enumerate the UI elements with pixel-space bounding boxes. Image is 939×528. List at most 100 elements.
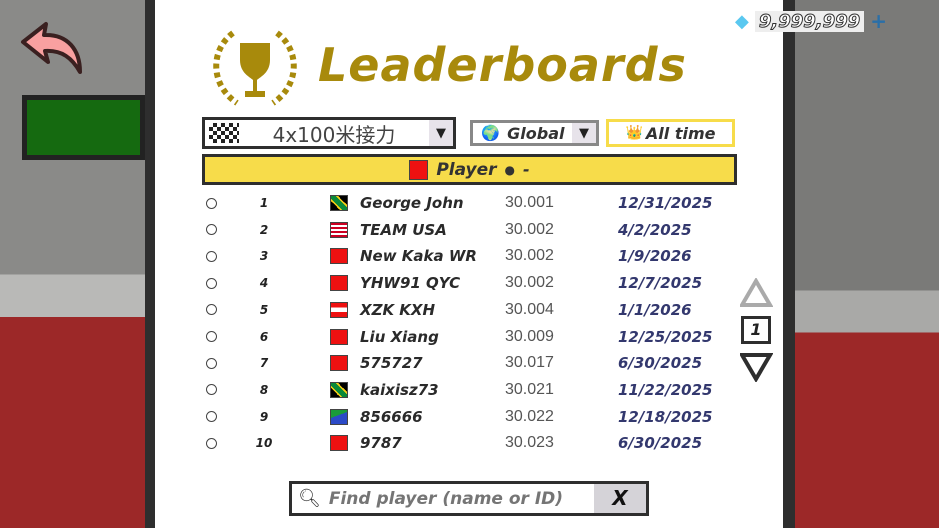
row-time: 30.002 (505, 274, 554, 292)
player-name: Player (436, 159, 497, 180)
row-date: 6/30/2025 (618, 354, 703, 373)
triangle-up-icon (738, 277, 774, 307)
page-down-button[interactable] (738, 352, 774, 383)
leaderboard-row[interactable]: 5 XZK KXH 30.004 1/1/2026 (200, 297, 740, 323)
trophy-laurel-icon (205, 25, 305, 110)
row-rank: 2 (259, 222, 269, 237)
flag-jm-icon (330, 195, 348, 211)
row-time: 30.023 (505, 434, 554, 452)
row-time: 30.009 (505, 327, 554, 345)
row-rank: 1 (259, 196, 269, 210)
row-name: 575727 (360, 354, 423, 373)
row-name: XZK KXH (360, 300, 436, 319)
row-name: 856666 (360, 407, 423, 426)
search-input[interactable] (328, 488, 594, 509)
row-date: 4/2/2025 (618, 220, 692, 239)
row-rank: 7 (259, 356, 269, 371)
row-radio[interactable] (206, 411, 217, 423)
row-name: George John (360, 194, 464, 212)
flag-us-icon (330, 221, 348, 238)
back-arrow-icon (21, 22, 82, 74)
chevron-down-icon: ▼ (572, 123, 596, 143)
flag-cn-icon (330, 355, 348, 372)
row-date: 12/7/2025 (618, 274, 703, 293)
leaderboard-row[interactable]: 4 YHW91 QYC 30.002 12/7/2025 (200, 270, 740, 296)
region-selected: Global (507, 123, 565, 143)
row-rank: 9 (259, 409, 269, 424)
row-rank: 6 (259, 329, 269, 344)
currency-amount: 9,999,999 (754, 10, 865, 32)
triangle-down-icon (738, 353, 774, 383)
row-rank: 5 (259, 302, 269, 317)
row-radio[interactable] (206, 277, 217, 289)
row-date: 6/30/2025 (618, 434, 703, 453)
leaderboard-row[interactable]: 3 New Kaka WR 30.002 1/9/2026 (200, 243, 740, 269)
row-date: 11/22/2025 (618, 380, 713, 399)
row-radio[interactable] (206, 197, 217, 209)
row-date: 12/25/2025 (618, 327, 713, 346)
globe-icon: 🌍 (481, 124, 500, 142)
row-time: 30.022 (505, 407, 554, 425)
search-icon: 🔍︎ (298, 488, 321, 509)
row-time: 30.021 (505, 380, 554, 398)
leaderboard-row[interactable]: 10 9787 30.023 6/30/2025 (200, 430, 740, 456)
row-radio[interactable] (206, 331, 217, 342)
page-up-button[interactable] (738, 277, 774, 308)
search-bar[interactable]: 🔍︎ X (289, 481, 649, 516)
leaderboard-row[interactable]: 7 575727 30.017 6/30/2025 (200, 350, 740, 376)
row-time: 30.004 (505, 300, 554, 318)
row-rank: 3 (259, 249, 269, 264)
player-flag-cn (409, 159, 429, 180)
row-radio[interactable] (206, 384, 217, 396)
leaderboard-row[interactable]: 2 TEAM USA 30.002 4/2/2025 (200, 217, 740, 243)
row-radio[interactable] (206, 304, 217, 316)
flag-er-icon (330, 408, 348, 425)
row-radio[interactable] (206, 437, 217, 449)
period-selected: All time (645, 123, 716, 143)
player-rank-bar[interactable]: Player ● - (202, 154, 737, 185)
row-rank: 4 (259, 276, 269, 291)
row-date: 1/9/2026 (618, 247, 692, 266)
leaderboard-row[interactable]: 8 kaixisz73 30.021 11/22/2025 (200, 377, 740, 403)
row-name: New Kaka WR (360, 247, 477, 266)
leaderboard-row[interactable]: 9 856666 30.022 12/18/2025 (200, 404, 740, 430)
back-button[interactable] (18, 20, 86, 75)
leaderboard-panel (155, 0, 783, 528)
period-button[interactable]: 👑 All time (606, 119, 735, 147)
flag-cn-icon (330, 328, 348, 345)
leaderboard-row[interactable]: 6 Liu Xiang 30.009 12/25/2025 (200, 324, 740, 350)
player-separator: ● (504, 162, 516, 177)
event-dropdown[interactable]: 4x100米接力 ▼ (202, 117, 456, 149)
clear-search-button[interactable]: X (594, 484, 646, 513)
chevron-down-icon: ▼ (429, 120, 453, 146)
row-rank: 8 (259, 382, 269, 397)
leaderboard-row[interactable]: 1 George John 30.001 12/31/2025 (200, 190, 740, 216)
flag-cn-icon (330, 275, 348, 292)
row-date: 12/18/2025 (618, 407, 713, 426)
row-time: 30.001 (505, 194, 554, 211)
diamond-icon: ◆ (735, 10, 749, 32)
row-name: 9787 (360, 434, 402, 453)
game-scene-right (795, 0, 939, 528)
region-dropdown[interactable]: 🌍 Global ▼ (470, 120, 599, 146)
row-radio[interactable] (206, 357, 217, 369)
row-date: 1/1/2026 (618, 300, 692, 319)
crown-icon: 👑 (625, 125, 643, 141)
row-name: YHW91 QYC (360, 274, 461, 293)
panel-border-right (783, 0, 795, 528)
row-name: Liu Xiang (360, 327, 439, 346)
page-number: 1 (741, 316, 771, 344)
panel-border-left (145, 0, 155, 528)
currency-display: ◆ 9,999,999 + (735, 7, 915, 35)
flag-jm-icon (330, 381, 348, 398)
flag-cn-icon (330, 435, 348, 452)
event-selected: 4x100米接力 (272, 122, 396, 147)
row-radio[interactable] (206, 250, 217, 262)
row-radio[interactable] (206, 224, 217, 236)
row-name: kaixisz73 (360, 380, 439, 399)
row-date: 12/31/2025 (618, 194, 713, 212)
flag-cn-icon (330, 248, 348, 265)
page-title: Leaderboards (318, 38, 687, 92)
add-currency-button[interactable]: + (870, 9, 887, 33)
row-time: 30.002 (505, 247, 554, 265)
